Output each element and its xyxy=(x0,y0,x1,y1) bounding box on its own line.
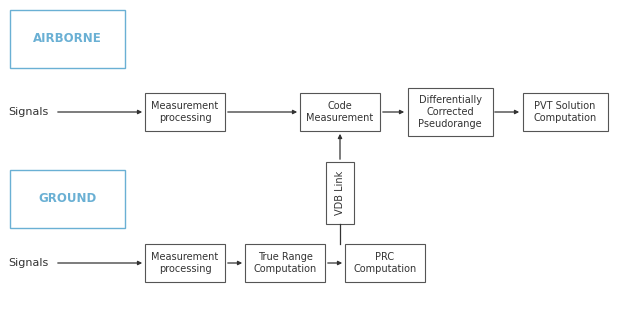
Text: Measurement
processing: Measurement processing xyxy=(151,101,218,123)
Text: True Range
Computation: True Range Computation xyxy=(254,252,317,274)
Bar xyxy=(145,244,225,282)
Bar xyxy=(10,10,125,68)
Text: PRC
Computation: PRC Computation xyxy=(353,252,416,274)
Bar xyxy=(300,93,380,131)
Text: PVT Solution
Computation: PVT Solution Computation xyxy=(533,101,597,123)
Bar xyxy=(10,170,125,228)
Bar xyxy=(145,93,225,131)
Text: Measurement
processing: Measurement processing xyxy=(151,252,218,274)
Text: Signals: Signals xyxy=(8,258,48,268)
Text: Signals: Signals xyxy=(8,107,48,117)
Bar xyxy=(245,244,325,282)
Text: AIRBORNE: AIRBORNE xyxy=(33,33,102,45)
Bar xyxy=(408,88,493,136)
Text: Differentially
Corrected
Pseudorange: Differentially Corrected Pseudorange xyxy=(418,95,482,129)
Text: GROUND: GROUND xyxy=(38,192,97,206)
Text: Code
Measurement: Code Measurement xyxy=(307,101,374,123)
Bar xyxy=(522,93,608,131)
Bar xyxy=(326,162,354,224)
Bar xyxy=(345,244,425,282)
Text: VDB Link: VDB Link xyxy=(335,171,345,215)
